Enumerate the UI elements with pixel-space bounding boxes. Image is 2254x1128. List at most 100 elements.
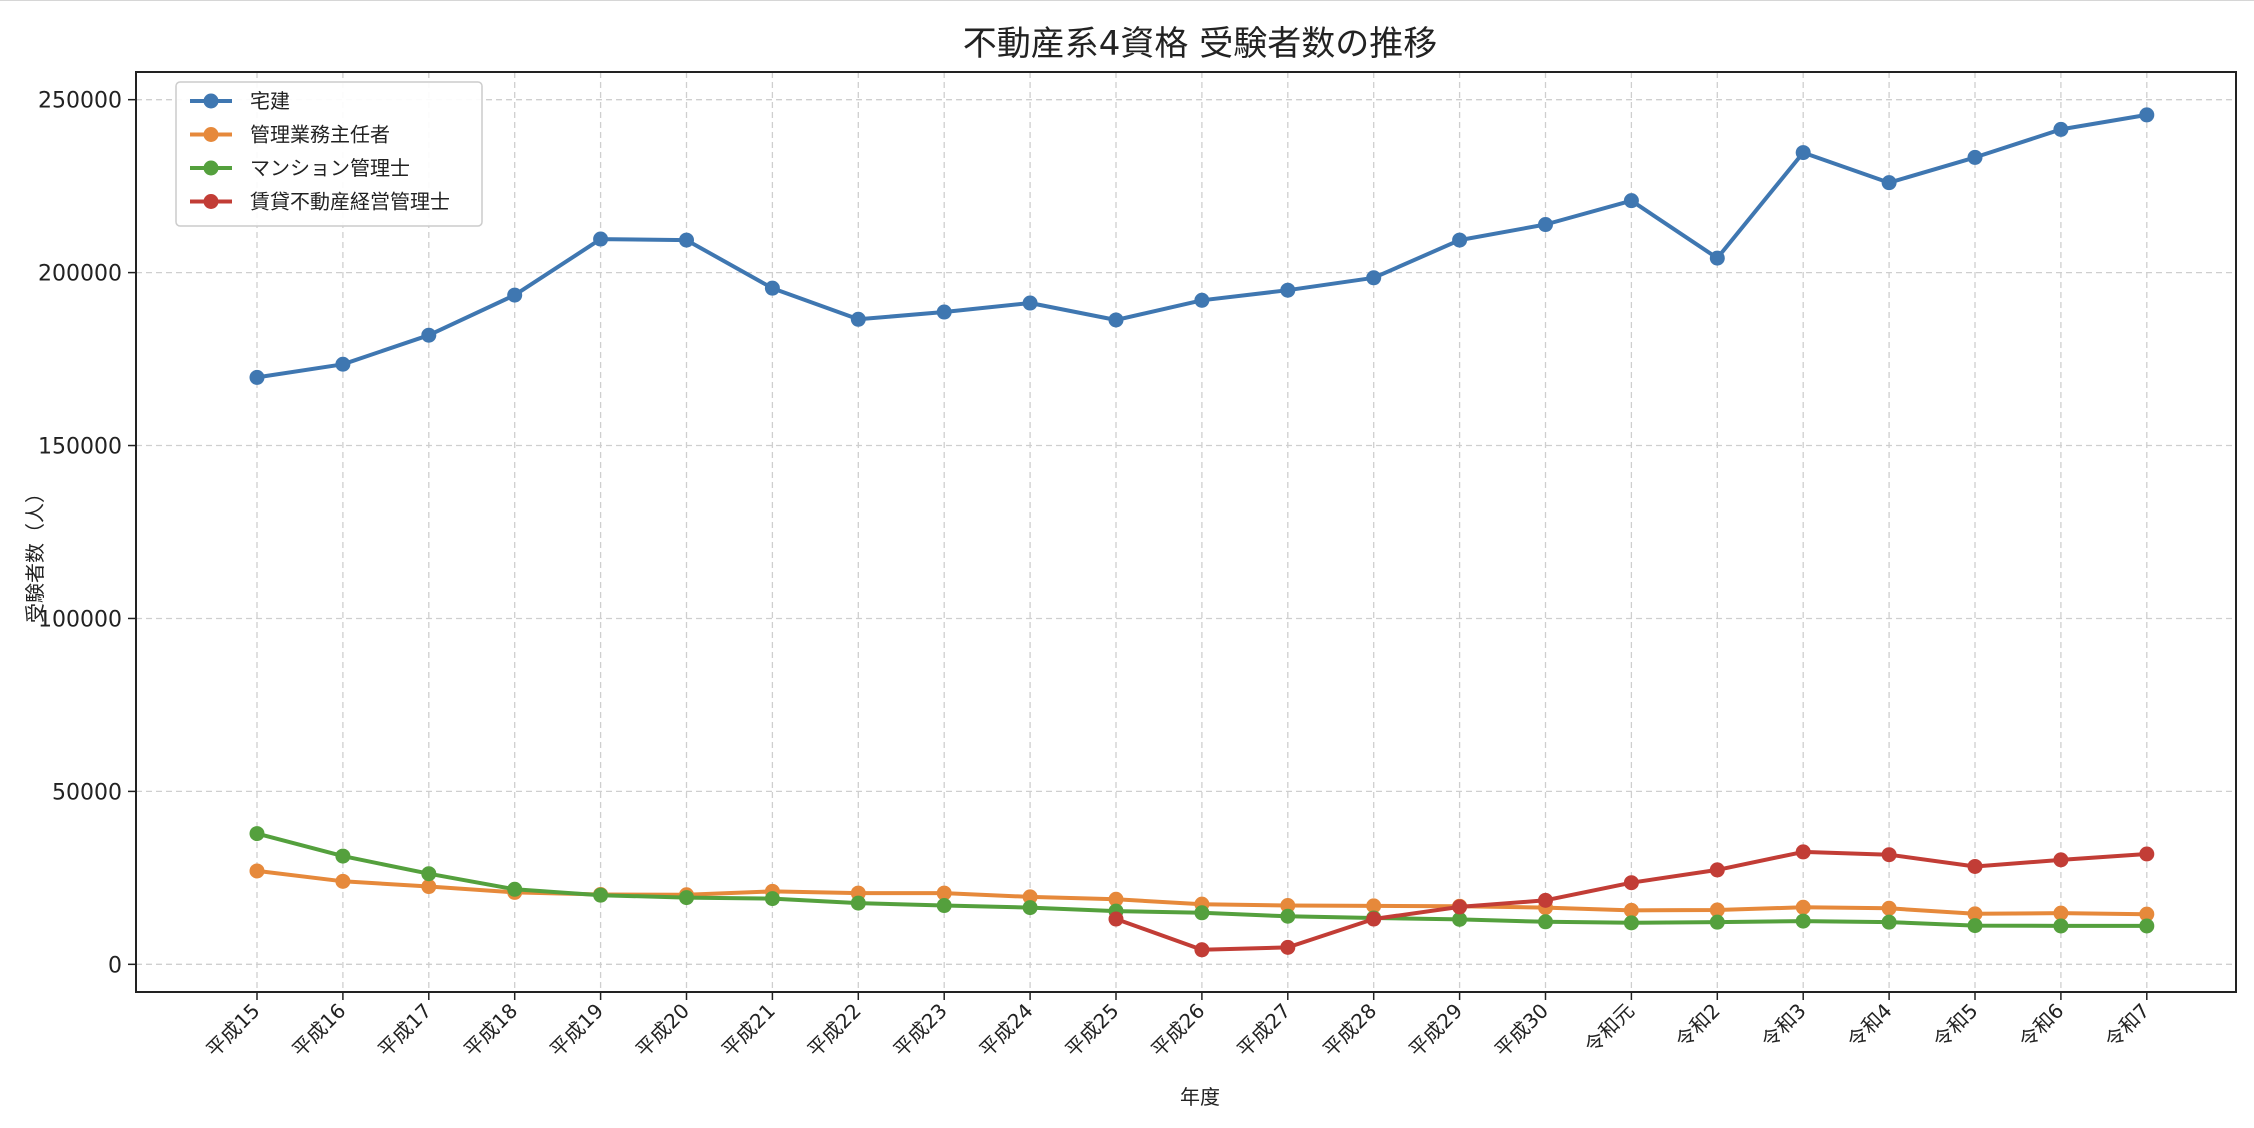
data-point (936, 885, 952, 901)
legend-label: 賃貸不動産経営管理士 (250, 190, 450, 214)
legend-marker (203, 160, 219, 176)
data-point (1108, 911, 1124, 927)
y-axis-label: 受験者数（人） (23, 483, 47, 623)
x-tick-label: 平成29 (1404, 999, 1467, 1062)
data-point (1022, 900, 1038, 916)
data-point (1366, 911, 1382, 927)
x-tick-label: 令和5 (1928, 999, 1982, 1053)
x-tick-label: 平成20 (631, 999, 694, 1062)
data-point (249, 863, 265, 879)
data-point (421, 327, 437, 343)
data-point (679, 232, 694, 248)
x-tick-label: 平成18 (459, 999, 522, 1062)
data-point (1709, 250, 1725, 266)
x-tick-label: 平成30 (1490, 999, 1553, 1062)
x-tick-label: 令和4 (1842, 999, 1896, 1053)
x-tick-label: 平成23 (888, 999, 951, 1062)
series-0 (249, 107, 2155, 385)
x-tick-label: 平成15 (201, 999, 264, 1062)
data-point (421, 879, 437, 895)
data-point (1967, 149, 1983, 165)
data-point (1280, 908, 1296, 924)
data-point (1452, 232, 1468, 248)
data-point (1022, 889, 1038, 905)
data-point (1194, 292, 1210, 308)
data-point (1795, 913, 1811, 929)
data-point (1280, 282, 1296, 298)
data-point (335, 356, 351, 372)
x-axis-label: 年度 (1180, 1085, 1220, 1109)
data-point (1194, 905, 1210, 921)
data-point (1108, 891, 1124, 907)
legend-entry: 管理業務主任者 (190, 123, 390, 147)
data-point (936, 304, 952, 320)
data-point (1881, 847, 1897, 863)
y-tick-label: 0 (108, 953, 122, 978)
data-point (1967, 858, 1983, 874)
data-point (2053, 918, 2069, 934)
data-point (1366, 270, 1382, 286)
grid (136, 72, 2236, 992)
data-point (1538, 914, 1553, 930)
x-tick-label: 平成25 (1060, 999, 1123, 1062)
x-tick-label: 令和6 (2014, 999, 2068, 1053)
series-layer (249, 107, 2155, 958)
data-point (335, 873, 351, 889)
data-point (1709, 862, 1725, 878)
data-point (764, 891, 780, 907)
data-point (1709, 914, 1725, 930)
legend-marker (203, 93, 219, 109)
top-border (0, 0, 2254, 1)
x-tick-label: 令和元 (1580, 999, 1639, 1058)
data-point (335, 848, 351, 864)
data-point (1194, 942, 1210, 958)
data-point (1452, 899, 1468, 915)
data-point (1881, 900, 1897, 916)
x-tick-label: 平成19 (545, 999, 608, 1062)
data-point (249, 826, 265, 842)
data-point (1538, 217, 1553, 233)
x-tick-label: 令和2 (1671, 999, 1725, 1053)
legend-label: 宅建 (250, 89, 290, 113)
data-point (850, 311, 866, 327)
legend-entry: 賃貸不動産経営管理士 (190, 190, 450, 214)
data-point (2053, 905, 2069, 921)
data-point (2139, 906, 2155, 922)
legend-entry: 宅建 (190, 89, 290, 113)
x-tick-label: 令和3 (1756, 999, 1810, 1053)
data-point (593, 887, 609, 903)
y-tick-label: 250000 (38, 89, 122, 114)
x-tick-label: 平成16 (287, 999, 350, 1062)
y-tick-label: 50000 (52, 780, 122, 805)
x-tick-label: 平成22 (803, 999, 866, 1062)
data-point (593, 231, 609, 247)
legend-marker (203, 194, 219, 209)
data-point (1881, 914, 1897, 930)
data-point (507, 881, 523, 897)
data-point (1881, 175, 1897, 191)
data-point (2139, 846, 2155, 862)
data-point (850, 895, 866, 911)
y-tick-label: 100000 (38, 607, 122, 632)
x-tick-label: 平成26 (1146, 999, 1209, 1062)
data-point (2139, 107, 2155, 123)
plot-frame (135, 71, 2237, 993)
data-point (764, 280, 780, 296)
x-axis-ticks: 平成15 平成16 平成17 平成18 平成19 平成20 平成21 平成22 平成23 平成24… (201, 992, 2154, 1062)
data-point (1623, 193, 1639, 209)
x-tick-label: 平成21 (717, 999, 780, 1062)
data-point (1795, 145, 1811, 161)
data-point (507, 287, 523, 303)
data-point (1538, 892, 1553, 908)
data-point (1795, 899, 1811, 915)
data-point (1623, 902, 1639, 918)
data-point (1366, 898, 1382, 914)
data-point (421, 866, 437, 882)
legend-box (175, 81, 483, 227)
legend-label: マンション管理士 (250, 156, 410, 180)
data-point (936, 898, 952, 914)
data-point (2053, 121, 2069, 137)
y-tick-label: 150000 (38, 435, 122, 460)
data-point (2139, 918, 2155, 934)
